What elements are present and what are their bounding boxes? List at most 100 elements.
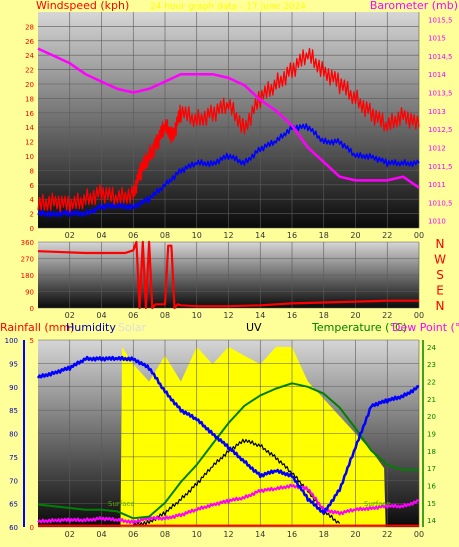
- wind-grid: [38, 12, 420, 229]
- barometer-tick-label: 1012,5: [428, 126, 453, 134]
- direction-tick-label: 180: [21, 272, 34, 280]
- compass-letter: N: [436, 237, 445, 251]
- x-tick-label: 06: [128, 311, 138, 320]
- wind-tick-label: 10: [25, 153, 34, 161]
- direction-x-axis: 02 04 06 08 10 12 14 16 18 20 22 00: [65, 311, 424, 320]
- wind-tick-label: 14: [25, 124, 34, 132]
- temperature-tick-label: 15: [427, 500, 436, 508]
- x-tick-label: 04: [96, 530, 106, 539]
- barometer-tick-label: 1010,5: [428, 199, 453, 207]
- x-tick-label: 22: [382, 311, 392, 320]
- dewpoint-title: Dew Point (°C): [392, 321, 459, 334]
- wind-tick-label: 0: [30, 225, 34, 233]
- x-tick-label: 06: [128, 530, 138, 539]
- wind-tick-label: 2: [30, 211, 34, 219]
- direction-left-axis: 0 90 180 270 360: [21, 239, 34, 313]
- humidity-title: Humidity: [66, 321, 116, 334]
- direction-tick-label: 90: [25, 289, 34, 297]
- barometer-tick-label: 1011: [428, 181, 446, 189]
- barometer-title: Barometer (mb): [370, 0, 458, 12]
- barometer-tick-label: 1015,5: [428, 16, 453, 24]
- solar-title: Solar: [118, 321, 147, 334]
- rain-tick-label: 0: [30, 524, 34, 532]
- temperature-tick-label: 19: [427, 431, 436, 439]
- windspeed-title: Windspeed (kph): [36, 0, 129, 12]
- x-tick-label: 16: [287, 231, 297, 240]
- humidity-tick-label: 95: [9, 360, 18, 368]
- temperature-tick-label: 16: [427, 482, 436, 490]
- temperature-tick-label: 14: [427, 517, 436, 525]
- barometer-tick-label: 1013,5: [428, 90, 453, 98]
- x-tick-label: 22: [382, 231, 392, 240]
- humidity-line: [36, 355, 420, 516]
- x-tick-label: 20: [350, 311, 360, 320]
- direction-tick-label: 270: [21, 256, 34, 264]
- wind-tick-label: 6: [30, 182, 35, 190]
- x-tick-label: 02: [65, 530, 75, 539]
- rain-tick-label: 5: [30, 337, 34, 345]
- temperature-tick-label: 17: [427, 465, 436, 473]
- x-tick-label: 00: [414, 231, 424, 240]
- humidity-tick-label: 85: [9, 407, 18, 415]
- x-tick-label: 04: [96, 311, 106, 320]
- wind-tick-label: 12: [25, 139, 34, 147]
- x-tick-label: 20: [350, 530, 360, 539]
- wind-tick-label: 4: [30, 196, 35, 204]
- wind-tick-label: 18: [25, 95, 34, 103]
- temp-series: [36, 355, 420, 527]
- average-wind-line: [37, 123, 420, 218]
- wind-tick-label: 8: [30, 167, 34, 175]
- x-tick-label: 10: [192, 231, 202, 240]
- temperature-tick-label: 24: [427, 344, 436, 352]
- temp-grid: [38, 339, 420, 528]
- x-tick-label: 00: [414, 311, 424, 320]
- x-tick-label: 14: [255, 231, 265, 240]
- x-tick-label: 22: [382, 530, 392, 539]
- temperature-right-axis: 14 15 16 17 18 19 20 21 22 23 24: [422, 340, 436, 527]
- dewpoint-line: [37, 483, 420, 525]
- barometer-tick-label: 1014: [428, 71, 446, 79]
- temperature-tick-label: 20: [427, 413, 436, 421]
- wind-series: [37, 47, 420, 218]
- wind-tick-label: 16: [25, 110, 34, 118]
- barometer-tick-label: 1011,5: [428, 163, 453, 171]
- humidity-tick-label: 65: [9, 501, 18, 509]
- windspeed-line: [37, 47, 420, 217]
- wind-direction-line: [37, 240, 419, 310]
- rain-axis: 05: [30, 337, 34, 532]
- x-tick-label: 02: [65, 231, 75, 240]
- direction-tick-label: 0: [30, 305, 34, 313]
- humidity-tick-label: 100: [5, 337, 18, 345]
- compass-letter: N: [436, 299, 445, 313]
- barometer-tick-label: 1012: [428, 144, 446, 152]
- humidity-tick-label: 70: [9, 477, 18, 485]
- uv-title: UV: [246, 321, 262, 334]
- direction-series: [37, 240, 419, 310]
- x-tick-label: 14: [255, 530, 265, 539]
- humidity-left-axis: 60 65 70 75 80 85 90 95 100: [5, 337, 25, 532]
- wind-tick-label: 24: [25, 52, 34, 60]
- barometer-right-axis: 1010 1010,5 1011 1011,5 1012 1012,5 1013 1013,5…: [428, 16, 453, 225]
- x-tick-label: 12: [223, 311, 233, 320]
- x-tick-label: 04: [96, 231, 106, 240]
- date-title: 24 hour graph data - 17 June 2024: [150, 2, 306, 12]
- x-tick-label: 16: [287, 311, 297, 320]
- barometer-tick-label: 1015: [428, 35, 446, 43]
- wind-tick-label: 28: [25, 23, 34, 31]
- humidity-tick-label: 60: [9, 524, 18, 532]
- humidity-tick-label: 75: [9, 454, 18, 462]
- compass-letter: S: [436, 268, 444, 282]
- temperature-tick-label: 21: [427, 396, 436, 404]
- temperature-tick-label: 23: [427, 361, 436, 369]
- compass-letter: W: [434, 253, 446, 267]
- wind-tick-label: 20: [25, 81, 34, 89]
- x-tick-label: 00: [414, 530, 424, 539]
- x-tick-label: 08: [160, 311, 170, 320]
- x-tick-label: 12: [223, 530, 233, 539]
- temp-x-axis: 02 04 06 08 10 12 14 16 18 20 22 00: [65, 530, 424, 539]
- x-tick-label: 12: [223, 231, 233, 240]
